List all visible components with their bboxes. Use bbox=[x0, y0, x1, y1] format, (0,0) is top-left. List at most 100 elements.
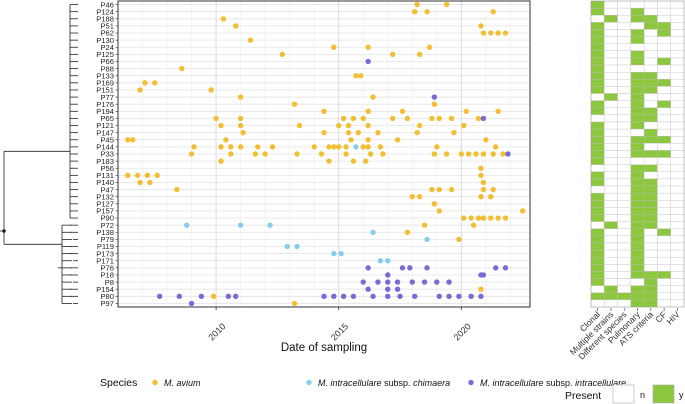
data-point bbox=[448, 186, 455, 193]
data-point bbox=[156, 293, 163, 300]
data-point bbox=[152, 80, 158, 86]
heatmap-cell bbox=[643, 7, 658, 16]
heatmap-cell bbox=[670, 285, 685, 293]
heatmap-cell bbox=[657, 7, 671, 16]
data-point bbox=[362, 158, 369, 164]
data-point bbox=[142, 80, 148, 86]
heatmap-cell bbox=[657, 57, 671, 66]
heatmap-cell bbox=[657, 114, 671, 123]
heatmap-cell bbox=[604, 221, 618, 229]
heatmap-cell bbox=[657, 171, 671, 180]
heatmap-cell bbox=[630, 257, 645, 265]
patient-label: P188 bbox=[96, 14, 114, 23]
heatmap-cell bbox=[630, 150, 645, 158]
heatmap-cell bbox=[630, 100, 645, 108]
data-point bbox=[443, 151, 450, 157]
data-point bbox=[237, 144, 244, 150]
heatmap-cell bbox=[643, 292, 658, 301]
data-point bbox=[188, 300, 195, 307]
data-point bbox=[480, 115, 487, 122]
heatmap-cell bbox=[604, 79, 618, 87]
heatmap-cell bbox=[630, 285, 645, 293]
data-point bbox=[424, 236, 430, 243]
patient-label: P151 bbox=[96, 86, 114, 95]
patient-label: P88 bbox=[100, 64, 114, 73]
data-point bbox=[375, 279, 381, 285]
heatmap-cell bbox=[630, 0, 645, 9]
data-point bbox=[191, 144, 197, 150]
heatmap-cell bbox=[604, 249, 618, 258]
heatmap-cell bbox=[604, 207, 618, 215]
heatmap-cell bbox=[657, 22, 671, 30]
heatmap-cell bbox=[617, 64, 632, 73]
data-point bbox=[385, 272, 391, 278]
data-point bbox=[365, 137, 371, 143]
heatmap-cell bbox=[630, 192, 645, 201]
heatmap-cell bbox=[657, 136, 671, 144]
heatmap-cell bbox=[670, 100, 685, 108]
heatmap-cell bbox=[643, 143, 658, 151]
data-point bbox=[429, 115, 435, 122]
data-point bbox=[443, 1, 450, 8]
heatmap-cell bbox=[657, 257, 671, 265]
heatmap-cell bbox=[604, 164, 618, 172]
data-point bbox=[176, 293, 183, 300]
heatmap-cell bbox=[617, 114, 632, 123]
heatmap-cell bbox=[643, 242, 658, 251]
patient-label: P173 bbox=[96, 249, 114, 258]
heatmap-cell bbox=[590, 36, 605, 44]
heatmap-cell bbox=[670, 278, 685, 286]
data-point bbox=[436, 186, 442, 193]
heatmap-cell bbox=[630, 15, 645, 23]
heatmap-cell bbox=[590, 242, 605, 251]
heatmap-cell bbox=[657, 128, 671, 137]
data-point bbox=[385, 293, 391, 300]
heatmap-cell bbox=[590, 50, 605, 59]
heatmap-cell bbox=[617, 207, 632, 215]
patient-label: P80 bbox=[100, 292, 114, 301]
heatmap-cell bbox=[604, 228, 618, 237]
data-point bbox=[370, 94, 376, 100]
data-point bbox=[284, 243, 290, 250]
data-point bbox=[431, 94, 438, 100]
patient-label: P65 bbox=[100, 114, 114, 123]
patient-label: P51 bbox=[100, 22, 114, 31]
heatmap-cell bbox=[643, 214, 658, 222]
data-point bbox=[326, 144, 332, 150]
patient-label: P132 bbox=[96, 192, 114, 201]
data-point bbox=[380, 151, 386, 157]
heatmap-cell bbox=[590, 228, 605, 237]
data-point bbox=[220, 16, 227, 22]
legend-swatch bbox=[152, 379, 158, 386]
data-point bbox=[465, 151, 472, 157]
heatmap-cell bbox=[670, 235, 685, 244]
heatmap-cell bbox=[643, 157, 658, 165]
heatmap-cell bbox=[670, 86, 685, 94]
data-point bbox=[365, 108, 371, 115]
heatmap-cell bbox=[590, 64, 605, 73]
data-point bbox=[360, 144, 366, 150]
heatmap-cell bbox=[643, 136, 658, 144]
heatmap-cell bbox=[670, 228, 685, 237]
heatmap-cell bbox=[670, 107, 685, 116]
data-point bbox=[500, 151, 506, 157]
data-point bbox=[279, 51, 286, 58]
heatmap-cell bbox=[590, 15, 605, 23]
patient-label: P133 bbox=[96, 71, 114, 80]
data-point bbox=[218, 144, 224, 150]
data-point bbox=[483, 137, 489, 143]
data-point bbox=[358, 73, 364, 79]
patient-label: P62 bbox=[100, 29, 114, 38]
heatmap-cell bbox=[643, 128, 658, 137]
heatmap-cell bbox=[657, 107, 671, 116]
data-point bbox=[331, 144, 337, 150]
data-point bbox=[345, 129, 352, 136]
heatmap-cell bbox=[630, 121, 645, 130]
data-point bbox=[478, 193, 484, 200]
heatmap-cell bbox=[643, 86, 658, 94]
heatmap-cell bbox=[630, 185, 645, 194]
data-point bbox=[326, 158, 332, 164]
heatmap-cell bbox=[590, 257, 605, 265]
data-point bbox=[360, 115, 366, 122]
heatmap-cell bbox=[590, 7, 605, 16]
